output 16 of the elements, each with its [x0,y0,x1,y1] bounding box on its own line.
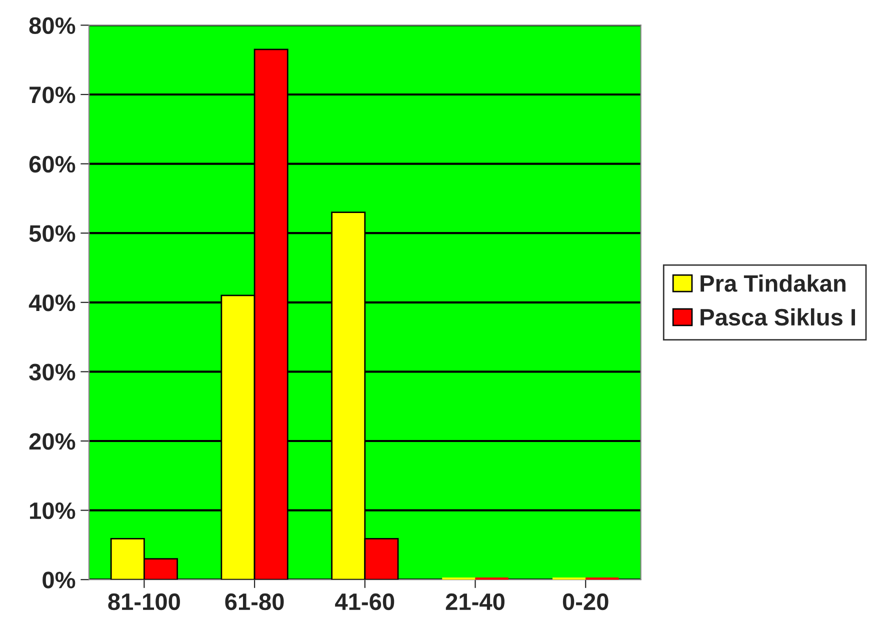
y-tick-label: 10% [30,502,76,520]
legend-label: Pasca Siklus I [700,308,855,326]
y-tick-label: 60% [29,156,76,173]
x-tick-label: 21-40 [446,593,504,610]
legend-label: Pra Tindakan [700,274,846,292]
y-tick-label: 0% [42,572,76,588]
y-tick-label: 30% [29,364,76,381]
y-tick-label: 50% [29,225,76,242]
x-tick-label: 41-60 [335,593,394,610]
y-tick-label: 70% [30,86,76,104]
y-tick-label: 80% [29,17,76,34]
x-tick-label: 0-20 [562,593,608,610]
x-tick-label: 61-80 [225,593,284,610]
y-tick-label: 20% [29,433,76,450]
x-tick-label: 81-100 [108,593,180,610]
y-tick-label: 40% [28,294,76,312]
